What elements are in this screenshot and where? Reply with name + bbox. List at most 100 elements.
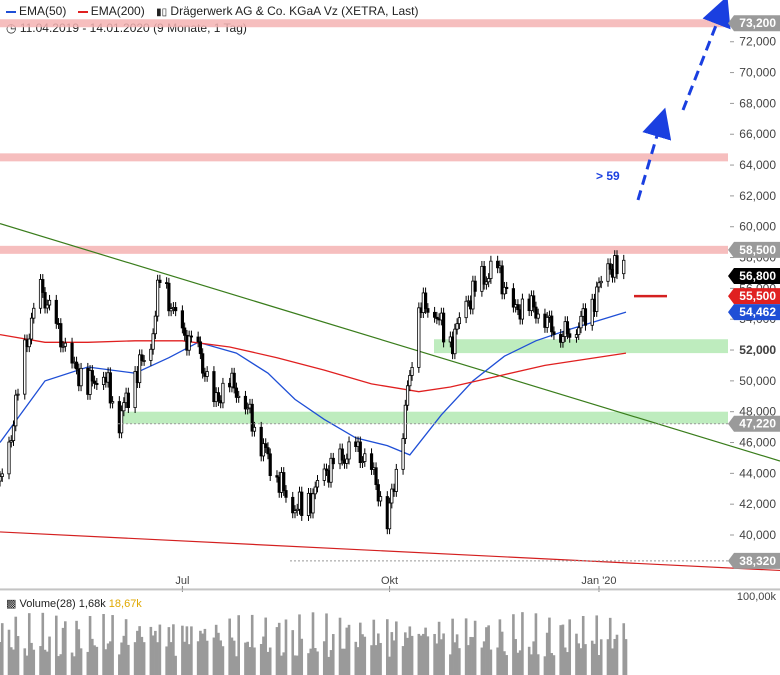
volume-bar (282, 652, 286, 675)
ema200-line (0, 333, 627, 393)
candle-body (63, 342, 67, 347)
candle-body (599, 280, 603, 284)
candle-body (88, 370, 92, 395)
volume-bar (426, 636, 430, 675)
volume-bar (25, 655, 29, 675)
volume-bar (16, 636, 20, 675)
volume-bar (388, 656, 391, 675)
candle (550, 310, 554, 338)
x-tick-label: Jan '20 (581, 575, 616, 587)
candle-body (487, 278, 491, 283)
volume-bar (469, 636, 472, 675)
candle (358, 436, 362, 469)
candle (426, 303, 430, 318)
y-tick-label: 52,000 (739, 343, 776, 357)
volume-legend: ▩ Volume(28) 1,68k 18,67k (6, 597, 142, 610)
y-tick-label: 42,000 (739, 497, 776, 511)
candle (376, 479, 380, 507)
candle-body (250, 403, 254, 432)
candle (14, 389, 18, 432)
volume-bar (244, 642, 247, 675)
volume-bar (250, 614, 254, 675)
volume-bar (91, 638, 94, 675)
candle (0, 471, 2, 487)
candle (360, 456, 365, 469)
candle (74, 356, 79, 375)
candle-body (237, 395, 241, 398)
candle (174, 302, 178, 317)
volume-pane (0, 589, 780, 675)
candle (293, 505, 297, 519)
candle-body (545, 316, 549, 328)
price-tag: 55,500 (728, 288, 780, 305)
candle-body (92, 380, 97, 384)
candle (345, 453, 349, 469)
candle (511, 283, 516, 313)
candle (70, 337, 74, 369)
price-tag-label: 58,500 (739, 243, 776, 257)
candle (232, 367, 236, 394)
volume-bar (568, 619, 572, 675)
candle-body (32, 307, 36, 319)
candle (133, 366, 137, 413)
volume-bar (521, 612, 524, 675)
candle (169, 303, 173, 317)
candle-body (232, 372, 236, 389)
volume-bar (95, 646, 99, 675)
legend-ema50: EMA(50) (6, 4, 66, 18)
candle-body (484, 281, 488, 285)
volume-bar (149, 626, 153, 675)
candle-body (180, 310, 184, 329)
candle-body (516, 304, 520, 311)
candle (315, 475, 320, 493)
candle (378, 491, 383, 507)
candle-body (347, 441, 351, 460)
volume-bar (485, 627, 488, 675)
volume-bar (374, 645, 378, 675)
volume-bar (561, 624, 565, 675)
candle-body (615, 255, 619, 275)
volume-bar (259, 643, 263, 675)
candle-body (47, 299, 52, 306)
volume-bar (181, 625, 184, 675)
candle (198, 336, 203, 360)
volume-bar (73, 656, 76, 675)
volume-bar (43, 649, 47, 675)
candle (122, 397, 126, 417)
volume-bar (169, 642, 173, 675)
candle-body (417, 307, 421, 368)
volume-bar (309, 648, 313, 675)
volume-bar (77, 629, 81, 675)
volume-bar (316, 651, 319, 675)
volume-bar (45, 651, 49, 675)
candle (261, 438, 266, 462)
candle (282, 467, 286, 496)
candle (387, 497, 392, 535)
volume-bar (608, 617, 612, 675)
candle (599, 275, 603, 289)
volume-bar (248, 647, 252, 675)
y-tick-label: 62,000 (739, 189, 776, 203)
candle-body (187, 335, 191, 351)
candle-body (243, 395, 248, 410)
volume-bar (322, 641, 326, 675)
price-tag-bg (728, 304, 780, 321)
volume-bar (54, 615, 58, 675)
volume-bar (331, 634, 335, 675)
candle-body (153, 315, 157, 335)
volume-bar (217, 632, 220, 675)
candle-body (189, 335, 194, 338)
volume-bar (579, 648, 583, 675)
volume-bar (167, 627, 171, 675)
volume-bar (268, 647, 272, 675)
candle-body (358, 441, 362, 464)
candle (347, 436, 351, 465)
candle (516, 299, 520, 316)
candle-body (482, 265, 486, 285)
candle (417, 302, 421, 373)
candle (88, 365, 92, 400)
volume-bar (451, 618, 454, 675)
volume-bar (127, 644, 130, 675)
volume-bar (293, 655, 297, 675)
candle (268, 448, 272, 481)
